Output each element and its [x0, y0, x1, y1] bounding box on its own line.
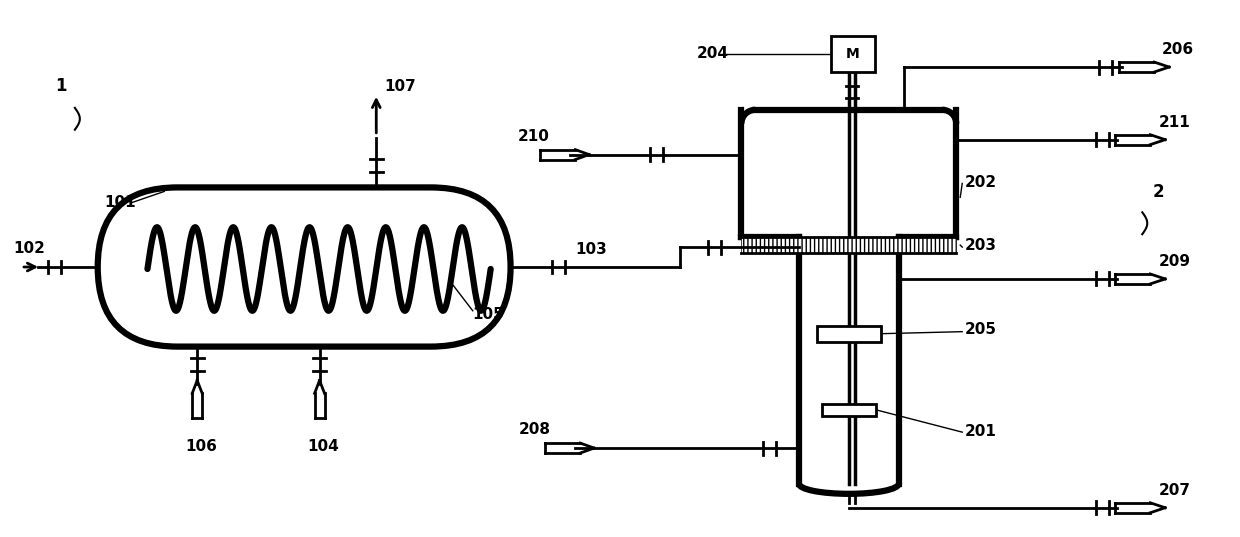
Text: 205: 205 — [965, 322, 997, 337]
Text: M: M — [846, 47, 859, 61]
Text: 106: 106 — [185, 439, 217, 454]
Text: 103: 103 — [575, 242, 608, 257]
Bar — [742, 237, 956, 253]
Text: 107: 107 — [384, 79, 415, 94]
Text: 206: 206 — [1162, 42, 1194, 57]
Text: 1: 1 — [55, 77, 67, 95]
Text: 201: 201 — [965, 424, 997, 439]
FancyBboxPatch shape — [98, 187, 511, 346]
Text: 102: 102 — [14, 241, 45, 256]
Text: 210: 210 — [517, 129, 549, 144]
Text: 203: 203 — [965, 238, 997, 253]
Bar — [822, 404, 875, 416]
Text: 202: 202 — [965, 176, 997, 191]
Text: 208: 208 — [518, 422, 551, 437]
Text: 207: 207 — [1159, 483, 1192, 498]
Text: 105: 105 — [472, 307, 505, 322]
Text: 209: 209 — [1159, 254, 1192, 269]
Text: 2: 2 — [1152, 183, 1164, 201]
Text: 101: 101 — [104, 195, 136, 211]
Text: 104: 104 — [308, 439, 340, 454]
Bar — [817, 326, 880, 342]
FancyBboxPatch shape — [831, 36, 874, 72]
Text: 204: 204 — [697, 46, 729, 61]
Text: 211: 211 — [1159, 115, 1190, 130]
